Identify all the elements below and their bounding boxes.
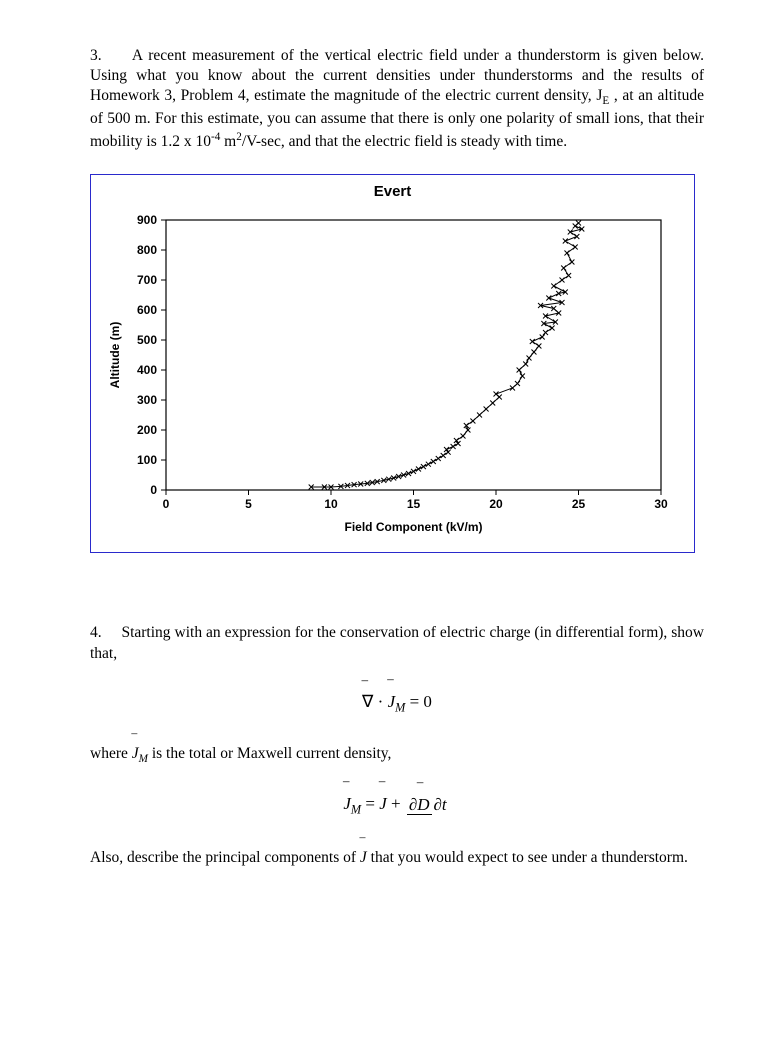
eq1-dot: · [373,692,387,711]
problem-3: 3. A recent measurement of the vertical … [90,46,704,153]
eq2-fraction: ∂‾D∂t [407,795,449,815]
svg-text:0: 0 [150,483,157,497]
svg-text:Field Component (kV/m): Field Component (kV/m) [345,520,483,534]
svg-text:300: 300 [137,393,157,407]
problem-3-text-d: /V-sec, and that the electric field is s… [242,133,567,150]
problem-4-number: 4. [90,624,102,641]
problem-4-also: Also, describe the principal components … [90,848,704,868]
svg-text:25: 25 [572,497,586,511]
equation-2: ‾JM = ‾J + ∂‾D∂t [90,794,704,817]
page: 3. A recent measurement of the vertical … [0,0,784,1040]
svg-text:800: 800 [137,243,157,257]
where-a: where [90,745,132,762]
eq2-frac-bot: ∂t [432,795,449,814]
problem-3-sup1: -4 [211,131,220,143]
svg-text:5: 5 [245,497,252,511]
where-b: is the total or Maxwell current density, [148,745,392,762]
svg-text:700: 700 [137,273,157,287]
problem-4-where: where ‾JM is the total or Maxwell curren… [90,744,704,767]
eq2-frac-top-d: ∂ [409,795,417,814]
svg-text:15: 15 [407,497,421,511]
svg-text:400: 400 [137,363,157,377]
problem-3-number: 3. [90,47,102,64]
svg-text:600: 600 [137,303,157,317]
eq2-eq: = [361,794,379,813]
svg-text:200: 200 [137,423,157,437]
svg-text:30: 30 [654,497,668,511]
chart-container: Evert 0510152025300100200300400500600700… [90,174,695,553]
svg-text:10: 10 [324,497,338,511]
svg-text:100: 100 [137,453,157,467]
evert-chart: 0510152025300100200300400500600700800900… [101,202,681,537]
svg-text:Altitude (m): Altitude (m) [108,322,122,389]
svg-text:900: 900 [137,213,157,227]
also-a: Also, describe the principal components … [90,849,360,866]
eq1-Jsub: M [395,701,405,715]
svg-text:500: 500 [137,333,157,347]
where-Jsub: M [139,753,148,765]
svg-text:0: 0 [163,497,170,511]
eq2-Jmsub: M [351,803,361,817]
eq2-plus: + [387,794,405,813]
chart-title: Evert [101,183,684,200]
eq1-rhs: = 0 [405,692,432,711]
also-b: that you would expect to see under a thu… [367,849,688,866]
problem-4-intro-text: Starting with an expression for the cons… [90,624,704,661]
svg-text:20: 20 [489,497,503,511]
equation-1: ‾∇ · ‾JM = 0 [90,692,704,715]
problem-3-text-c: m [220,133,236,150]
problem-4-intro: 4. Starting with an expression for the c… [90,623,704,664]
